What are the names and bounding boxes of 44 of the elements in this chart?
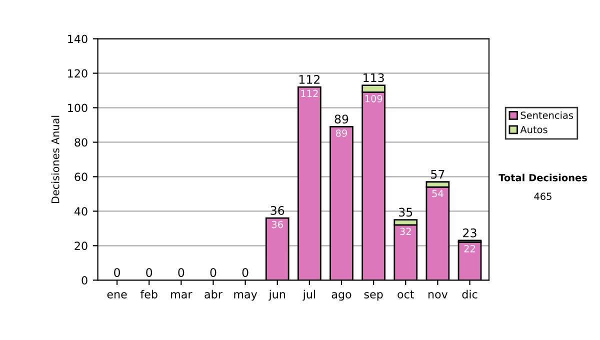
- data-label: 32: [400, 228, 411, 236]
- total-label: 35: [399, 208, 412, 217]
- x-tick-label: nov: [428, 292, 448, 298]
- x-tick-label: may: [234, 292, 258, 301]
- y-tick-label: 60: [74, 172, 88, 182]
- data-label: 89: [336, 129, 347, 137]
- x-tick-label: ene: [107, 292, 127, 298]
- x-tick-label: abr: [204, 290, 222, 298]
- total-label: 112: [299, 74, 320, 84]
- total-label: 23: [463, 228, 476, 238]
- data-label: 109: [365, 94, 382, 102]
- y-tick-label: 140: [68, 34, 88, 44]
- total-label: 36: [270, 206, 284, 215]
- x-tick-label: jul: [302, 290, 315, 301]
- y-tick-label: 120: [68, 69, 88, 78]
- y-tick-label: 80: [74, 138, 88, 147]
- data-label: 112: [301, 90, 318, 98]
- data-label: 22: [464, 244, 475, 252]
- y-tick-label: 20: [74, 242, 88, 250]
- total-label: 57: [431, 170, 444, 179]
- legend-label: Autos: [520, 126, 548, 134]
- total-label: 0: [114, 268, 120, 278]
- data-label: 36: [272, 220, 283, 228]
- total-label: 89: [334, 114, 348, 124]
- x-tick-label: sep: [364, 292, 383, 301]
- total-label: 0: [210, 268, 216, 278]
- y-tick-label: 100: [68, 104, 88, 112]
- text: 465: [534, 192, 552, 200]
- data-label: 54: [432, 190, 444, 198]
- x-tick-label: ago: [332, 292, 352, 301]
- x-tick-label: oct: [398, 290, 414, 298]
- x-tick-label: mar: [171, 292, 192, 298]
- total-label: 113: [364, 73, 384, 82]
- y-tick-label: 40: [74, 207, 88, 216]
- total-label: 0: [242, 268, 248, 278]
- x-tick-label: feb: [140, 290, 158, 298]
- x-tick-label: jun: [268, 290, 286, 301]
- total-label: 0: [146, 268, 152, 278]
- y-axis-title: Decisiones Anual: [51, 116, 60, 203]
- total-label: 0: [178, 268, 184, 278]
- legend-label: Sentencias: [520, 111, 574, 119]
- x-tick-label: dic: [462, 290, 478, 298]
- text: Total Decisiones: [498, 174, 587, 182]
- y-tick-label: 0: [82, 276, 88, 285]
